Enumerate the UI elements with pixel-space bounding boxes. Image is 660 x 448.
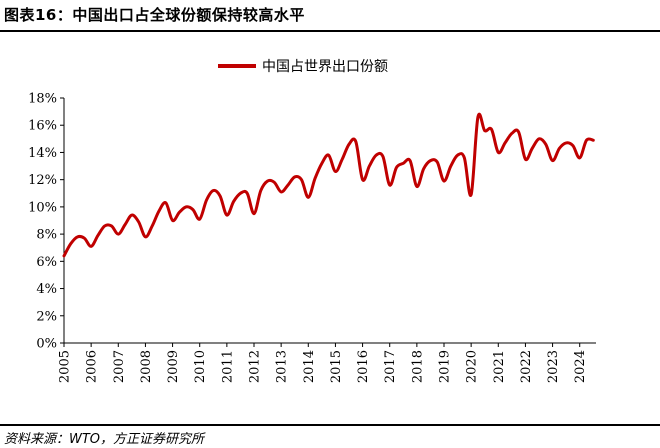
- x-tick-label: 2009: [166, 350, 181, 383]
- y-tick-label: 12%: [28, 173, 57, 188]
- y-tick-label: 0%: [36, 337, 57, 352]
- x-tick-label: 2005: [58, 350, 73, 383]
- x-tick-label: 2013: [275, 350, 290, 383]
- x-tick-label: 2022: [519, 350, 534, 383]
- y-tick-label: 14%: [28, 146, 57, 161]
- line-chart: 中国占世界出口份额 0% 2% 4% 6% 8% 10% 12% 14% 16% 18% 2005…: [28, 59, 596, 383]
- x-tick-label: 2012: [248, 350, 263, 383]
- x-tick-label: 2024: [573, 350, 588, 383]
- y-tick-label: 8%: [36, 228, 57, 243]
- x-tick-label: 2010: [193, 350, 208, 383]
- y-tick-label: 16%: [28, 119, 57, 134]
- y-axis-ticks: 0% 2% 4% 6% 8% 10% 12% 14% 16% 18%: [28, 92, 64, 352]
- y-tick-label: 18%: [28, 92, 57, 107]
- x-tick-label: 2014: [302, 350, 317, 383]
- x-tick-label: 2020: [465, 350, 480, 383]
- x-tick-label: 2019: [438, 350, 453, 383]
- x-tick-label: 2015: [329, 350, 344, 383]
- x-tick-label: 2023: [546, 350, 561, 383]
- y-tick-label: 6%: [36, 255, 57, 270]
- y-tick-label: 4%: [36, 282, 57, 297]
- figure-title: 图表16：中国出口占全球份额保持较高水平: [4, 6, 305, 24]
- x-tick-label: 2011: [220, 350, 235, 383]
- axes: [63, 98, 596, 344]
- legend-label: 中国占世界出口份额: [262, 59, 388, 75]
- top-rule: [0, 30, 660, 32]
- x-tick-label: 2006: [85, 350, 100, 383]
- series-layer: [62, 112, 595, 258]
- y-tick-label: 2%: [36, 309, 57, 324]
- source-note: 资料来源：WTO，方正证券研究所: [4, 432, 205, 447]
- bottom-rule: [0, 424, 660, 426]
- x-tick-label: 2016: [356, 350, 371, 383]
- x-tick-label: 2007: [112, 350, 127, 383]
- y-tick-label: 10%: [28, 200, 57, 215]
- x-tick-label: 2008: [139, 350, 154, 383]
- chart-legend: 中国占世界出口份额: [218, 59, 388, 75]
- x-tick-label: 2021: [492, 350, 507, 383]
- x-tick-label: 2017: [383, 350, 398, 383]
- x-tick-label: 2018: [410, 350, 425, 383]
- x-axis-ticks: 2005 2006 2007 2008 2009 2010 2011 2012 2013 2014…: [58, 343, 588, 383]
- series-line-china-export-share: [62, 112, 595, 258]
